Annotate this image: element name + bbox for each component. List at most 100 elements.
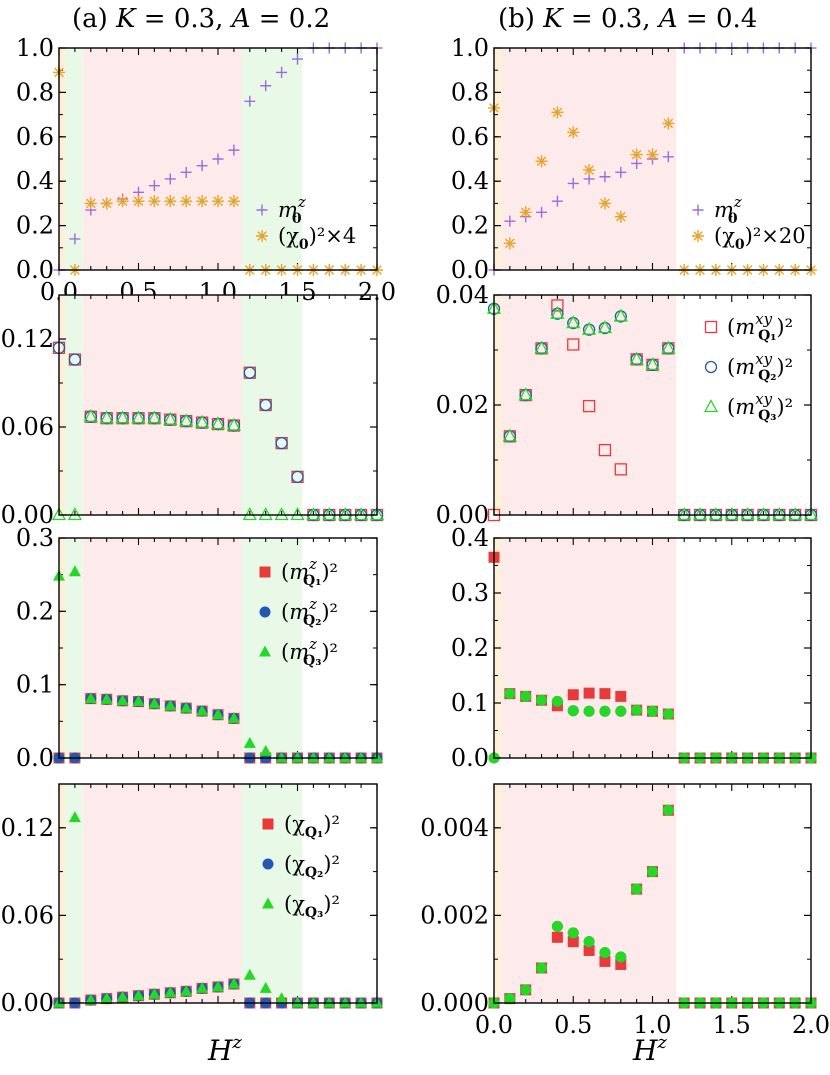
data-point [536,962,548,974]
legend-label: (mz Q₂)² [281,595,338,629]
data-point [67,507,82,521]
data-point [260,80,272,92]
data-point [599,947,611,959]
legend-marker [262,818,274,830]
y-tick-label: 0.00 [436,501,489,529]
legend-marker [703,399,719,413]
y-tick-label: 0.2 [451,212,489,240]
data-point [520,984,532,996]
data-point [631,704,643,716]
data-point [274,507,289,521]
plot-frame [58,783,378,1004]
x-tick-label: 0.5 [554,1011,592,1039]
data-point [51,507,67,521]
panel-a3: 0.0 0.1 0.2 0.3 (mz Q₁)² (mz Q₂)² (mz Q₃)² [16,524,383,772]
data-point [132,989,145,1001]
data-point [597,320,613,334]
y-tick-label: 0.8 [451,78,489,106]
data-point [84,197,97,210]
plot-frame [58,47,378,271]
data-point [551,106,564,119]
phase-region [501,784,677,1003]
data-point [131,410,146,424]
y-tick-label: 0.3 [451,579,489,607]
y-tick-label: 0.0 [16,744,54,772]
plot-frame [493,537,812,759]
phase-region [65,538,83,758]
legend-marker [259,566,271,578]
y-tick-label: 0.2 [16,212,54,240]
data-point [551,920,563,932]
data-point [567,177,579,189]
plot-frame [493,47,812,271]
phase-region [65,784,83,1003]
data-point [647,866,658,878]
y-tick-label: 0.00 [1,989,54,1017]
data-point [629,351,644,365]
data-point [355,751,368,763]
y-tick-label: 0.12 [1,325,54,353]
data-point [99,410,114,424]
data-point [164,195,177,208]
legend-marker [262,897,274,909]
data-point [259,981,272,993]
y-tick-label: 0.12 [1,814,54,842]
phase-region [82,295,242,515]
data-point [788,507,803,521]
y-tick-label: 0.4 [451,167,489,195]
data-point [551,299,564,312]
legend-marker [704,360,718,374]
y-tick-label: 0.04 [436,281,489,309]
y-tick-label: 0.4 [16,167,54,195]
phase-region [82,538,242,758]
column-titles: (a) K = 0.3, A = 0.2 (b) K = 0.3, A = 0.… [72,4,757,34]
data-point [551,931,563,943]
data-point [323,996,336,1008]
legend-label: (χ0)²×4 [278,224,356,253]
phase-region [59,784,66,1003]
data-point [615,951,627,963]
data-point [583,164,596,177]
data-point [148,697,161,709]
data-point [179,413,194,427]
data-point [275,436,288,450]
y-tick-label: 0.1 [451,689,489,717]
data-point [180,195,193,208]
data-point [307,751,320,763]
data-point [582,321,597,335]
panel-a1: 0.00.20.40.60.81.00.0 0.5 1.0 1.5 2.0mz 0(χ0)… [16,34,396,306]
phase-region [241,538,303,758]
legend-label: (χQ₁)² [284,812,340,841]
data-point [196,981,209,993]
panel-b4: 0.000 0.002 0.004 0.0 0.5 1.0 1.5 2.0 [420,783,830,1039]
data-point [180,984,193,996]
data-point [535,155,548,168]
data-point [519,206,532,219]
y-tick-label: 0.4 [451,524,489,552]
data-point [504,688,516,700]
data-point [662,708,674,720]
data-point [550,305,565,319]
data-point [645,356,660,370]
legend-label: (χQ₂)² [284,852,340,881]
data-point [567,338,580,351]
data-point [503,237,516,250]
data-point [614,210,627,223]
data-point [196,704,209,716]
phase-region [241,48,303,270]
data-point [307,996,320,1008]
data-point [599,688,611,700]
y-tick-label: 0.6 [451,123,489,151]
legend-label: mz 0 [714,193,742,227]
legend-label: (χ0)²×20 [714,224,806,253]
data-point [68,811,81,823]
x-tick-label: 1.0 [633,1011,671,1039]
data-point [148,987,161,999]
data-point [534,340,549,354]
data-point [567,927,579,939]
data-point [243,968,256,980]
data-point [518,387,533,401]
data-point [291,470,304,484]
legend-marker [259,645,271,657]
